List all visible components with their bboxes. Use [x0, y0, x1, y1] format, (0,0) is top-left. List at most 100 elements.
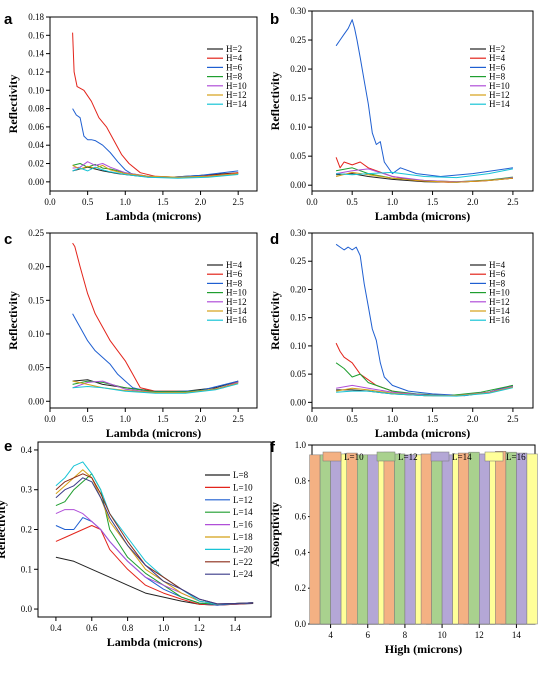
series-line-H=16 [336, 387, 514, 397]
panel-e: e 0.0 0.1 0.2 0.3 0.4 Reflectivity Lambda (micr… [0, 438, 272, 649]
y-axis-label: Reflectivity [6, 75, 20, 134]
series-line-H=14 [72, 166, 239, 179]
panel-letter-c: c [4, 231, 12, 248]
x-tick-label: 0.0 [44, 414, 56, 424]
legend-label: L=10 [233, 482, 253, 492]
legend-label: H=8 [489, 278, 506, 288]
legend-label: H=10 [226, 81, 247, 91]
legend-label: H=2 [226, 44, 242, 54]
legend-label: L=20 [233, 544, 253, 554]
y-tick-label: 0.00 [290, 180, 306, 190]
series-line-L=22 [55, 473, 254, 605]
x-tick-label: 2.5 [507, 197, 519, 207]
x-tick-label: 0.5 [347, 414, 359, 424]
legend-label: L=14 [452, 452, 472, 462]
y-tick-label: 0.10 [290, 341, 306, 351]
x-tick-label: 1.2 [194, 623, 205, 633]
legend-label: H=10 [226, 288, 247, 298]
x-tick-label: 1.0 [158, 623, 170, 633]
legend-label: H=16 [489, 315, 510, 325]
y-tick-label: 0.08 [28, 104, 44, 114]
x-tick-label: 0.5 [82, 197, 94, 207]
y-tick-label: 0.05 [290, 369, 306, 379]
legend-label: L=14 [233, 507, 253, 517]
y-tick-label: 0.15 [290, 93, 306, 103]
bar-L=16-14 [526, 453, 538, 625]
legend-label: H=10 [489, 81, 510, 91]
legend-label: H=2 [489, 44, 505, 54]
legend-swatch [376, 451, 396, 462]
y-tick-label: 0.14 [28, 49, 44, 59]
y-axis-label: Reflectivity [6, 291, 20, 350]
legend-label: L=8 [233, 470, 249, 480]
legend-label: L=18 [233, 532, 253, 542]
y-tick-label: 0.15 [28, 295, 44, 305]
panel-letter-a: a [4, 11, 13, 28]
x-tick-label: 0.5 [347, 197, 359, 207]
legend-label: H=8 [226, 278, 243, 288]
x-tick-label: 6 [366, 630, 371, 640]
x-tick-label: 1.4 [230, 623, 242, 633]
x-tick-label: 0.0 [44, 197, 56, 207]
x-axis-label: Lambda (microns) [375, 209, 470, 223]
panel-a: a 0.00 0.02 0.04 0.06 0.08 0.10 0.12 0.14 0.16 0.1… [4, 11, 258, 223]
series-line-H=12 [335, 171, 513, 183]
legend-label: H=12 [489, 90, 510, 100]
x-tick-label: 0.6 [86, 623, 98, 633]
y-tick-label: 0.00 [28, 396, 44, 406]
y-tick-label: 0.05 [290, 151, 306, 161]
legend-label: H=14 [489, 306, 510, 316]
x-tick-label: 0.5 [82, 414, 94, 424]
x-tick-label: 2.5 [233, 414, 245, 424]
series-line-L=16 [55, 509, 254, 605]
x-axis-label: High (microns) [385, 642, 462, 656]
y-tick-label: 0.30 [290, 228, 306, 238]
series-line-H=4 [72, 32, 239, 178]
series-line-L=14 [55, 473, 254, 605]
legend-label: H=14 [489, 99, 510, 109]
y-tick-label: 0.2 [21, 525, 32, 535]
series-line-H=16 [72, 383, 239, 394]
y-tick-label: 0.18 [28, 12, 44, 22]
y-tick-label: 0.15 [290, 313, 306, 323]
y-tick-label: 0.05 [28, 363, 44, 373]
bar-L=12-14 [505, 451, 517, 625]
y-tick-label: 0.4 [21, 445, 33, 455]
y-tick-label: 0.04 [28, 140, 44, 150]
panel-letter-f: f [270, 439, 276, 456]
x-tick-label: 2.5 [233, 197, 245, 207]
y-tick-label: 0.0 [21, 604, 33, 614]
legend-label: H=12 [489, 297, 510, 307]
plot-frame [49, 232, 258, 409]
series-line-L=24 [55, 477, 254, 605]
legend-label: H=6 [489, 62, 506, 72]
y-tick-label: 0.00 [290, 397, 306, 407]
series-line-H=6 [335, 342, 514, 397]
panel-letter-e: e [4, 438, 12, 455]
legend-label: H=8 [489, 72, 506, 82]
legend-label: H=10 [489, 288, 510, 298]
panel-f: f 0.0 0.2 0.4 0.6 0.8 1.0 Absorptivity High (mic… [268, 439, 538, 656]
legend-label: H=4 [226, 260, 243, 270]
x-axis-label: Lambda (microns) [106, 209, 201, 223]
panel-letter-d: d [270, 231, 279, 248]
series-line-H=12 [72, 164, 239, 178]
y-tick-label: 0.25 [290, 256, 306, 266]
y-tick-label: 1.0 [295, 440, 307, 450]
legend-label: H=4 [489, 260, 506, 270]
y-tick-label: 0.25 [28, 228, 44, 238]
bar-L=10-14 [495, 451, 507, 625]
x-tick-label: 1.0 [120, 197, 132, 207]
series-line-H=8 [72, 313, 239, 393]
bar-L=14-6 [367, 454, 379, 625]
x-tick-label: 0.0 [306, 414, 318, 424]
x-tick-label: 0.4 [50, 623, 62, 633]
x-tick-label: 1.0 [120, 414, 132, 424]
y-tick-label: 0.12 [28, 67, 44, 77]
panel-b: b 0.00 0.05 0.10 0.15 0.20 0.25 0.30 Reflectivit… [268, 6, 534, 223]
panel-d: d 0.00 0.05 0.10 0.15 0.20 0.25 0.30 Reflectivit… [268, 228, 534, 440]
x-tick-label: 2.0 [195, 197, 207, 207]
x-tick-label: 2.0 [467, 414, 479, 424]
bar-L=14-12 [479, 453, 490, 625]
